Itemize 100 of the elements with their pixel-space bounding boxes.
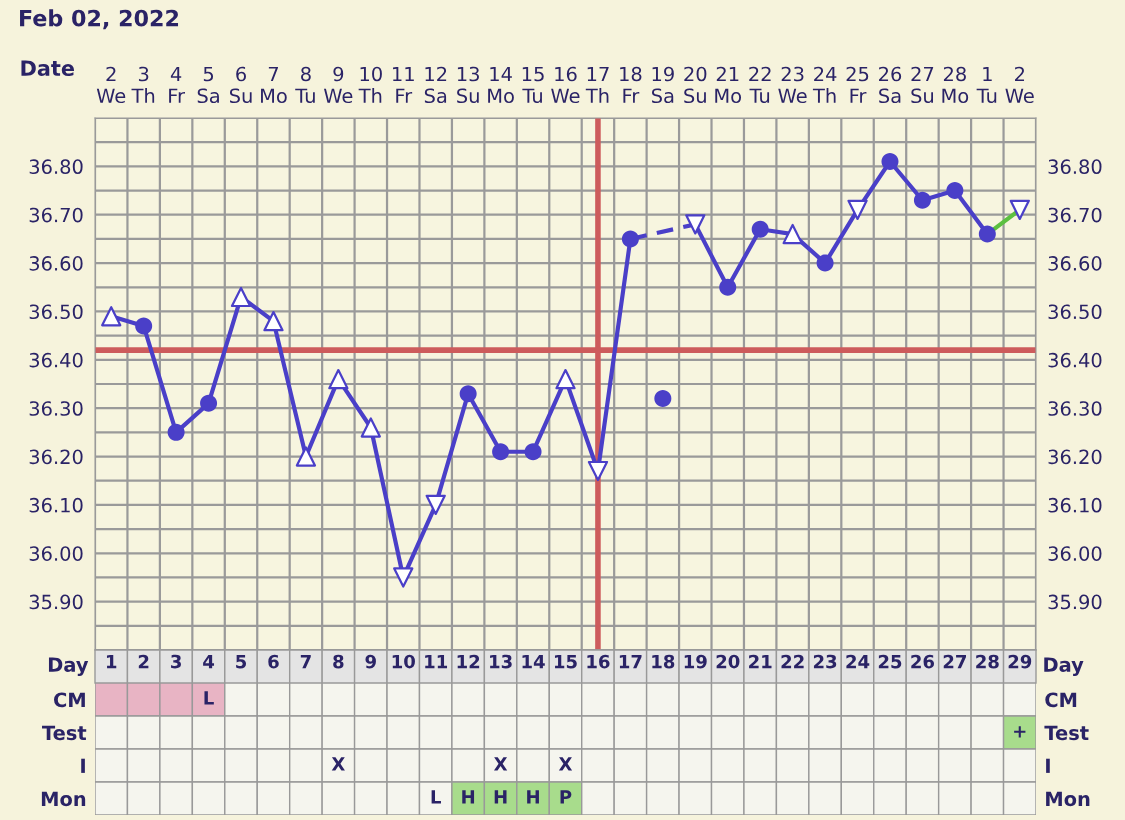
point — [263, 310, 284, 332]
point — [913, 191, 931, 209]
text: H — [462, 790, 475, 804]
x-tick-label: 8 — [333, 654, 344, 669]
y-tick-label: 36.40 — [29, 352, 83, 368]
text: X — [331, 757, 345, 771]
x-tick-label: 14 — [522, 654, 545, 669]
x-tick-label: 1 Tu — [976, 66, 997, 104]
x-tick-label: 17 Th — [585, 66, 609, 103]
x-tick-label: 9 We — [323, 66, 353, 104]
x-tick-label: 7 — [300, 654, 311, 669]
x-tick-label: 6 — [268, 654, 279, 669]
x-tick-label: 21 Mo — [715, 66, 742, 104]
text: Day — [1044, 657, 1084, 676]
x-tick-label: 22 — [781, 654, 804, 669]
x-tick-label: 13 — [490, 654, 512, 669]
point — [135, 317, 153, 335]
point — [621, 230, 639, 248]
y-tick-label: 36.80 — [29, 159, 83, 175]
point — [200, 394, 218, 412]
point — [881, 153, 899, 171]
point — [101, 306, 122, 327]
x-tick-label: 29 — [1008, 654, 1032, 669]
y-tick-label: 36.50 — [29, 304, 83, 320]
x-tick-label: 17 — [619, 654, 642, 669]
y-tick-label: I — [1046, 758, 1050, 773]
x-tick-label: 4 — [203, 654, 215, 669]
x-tick-label: 3 — [171, 654, 181, 669]
x-tick-label: 4 Fr — [169, 66, 186, 103]
point — [587, 460, 609, 482]
point — [1009, 199, 1030, 221]
x-tick-label: 26 Sa — [879, 66, 902, 104]
point — [167, 423, 185, 441]
x-tick-label: 11 Fr — [393, 66, 414, 103]
x-axis-title: Day — [48, 657, 89, 676]
text: L — [204, 691, 214, 705]
y-tick-label: 36.00 — [29, 546, 83, 561]
point — [555, 369, 576, 390]
x-tick-label: 24 Th — [812, 66, 837, 103]
x-tick-label: 7 Mo — [261, 66, 287, 104]
point — [685, 214, 706, 235]
x-tick-label: 18 Fr — [620, 66, 642, 103]
x-tick-label: 9 — [365, 654, 376, 669]
x-tick-label: 24 — [846, 654, 870, 669]
text: H — [494, 790, 507, 804]
x-tick-label: 11 — [425, 654, 448, 669]
x-tick-label: 12 Sa — [424, 66, 447, 104]
x-tick-label: 10 — [392, 654, 415, 669]
x-axis-title: Date — [21, 60, 74, 77]
point — [978, 225, 996, 243]
point — [751, 220, 769, 238]
y-tick-label: Test — [1044, 725, 1089, 741]
point — [816, 254, 834, 272]
x-tick-label: 23 — [813, 654, 837, 669]
x-tick-label: 2 We — [1005, 66, 1034, 104]
point — [782, 223, 803, 245]
point — [524, 443, 542, 461]
chart-title: Feb 02, 2022 — [20, 9, 179, 30]
point — [393, 567, 414, 588]
point — [425, 494, 446, 516]
x-tick-label: 3 Th — [131, 66, 155, 103]
point — [719, 278, 737, 296]
x-tick-label: 25 Fr — [846, 66, 869, 103]
x-tick-label: 13 Su — [457, 66, 479, 104]
point — [295, 446, 317, 467]
point — [946, 182, 964, 200]
x-tick-label: 2 — [138, 654, 149, 669]
x-tick-label: 16 — [587, 654, 610, 669]
y-tick-label: Mon — [1046, 791, 1090, 807]
x-tick-label: 10 Th — [358, 66, 382, 103]
y-tick-label: 35.90 — [29, 594, 83, 610]
x-tick-label: 20 — [716, 654, 740, 669]
x-tick-label: 16 We — [551, 66, 580, 104]
x-tick-label: 8 Tu — [295, 66, 315, 104]
x-tick-label: 15 — [554, 654, 577, 669]
point — [654, 390, 672, 408]
x-tick-label: 23 We — [778, 66, 807, 104]
x-tick-label: 6 Su — [229, 66, 252, 104]
text: H — [527, 790, 539, 804]
text: X — [558, 757, 573, 771]
y-tick-label: 36.20 — [29, 449, 83, 465]
x-tick-label: 5 — [236, 654, 247, 669]
x-tick-label: 15 Tu — [522, 66, 544, 104]
x-tick-label: 20 Su — [684, 66, 707, 104]
x-tick-label: 12 — [457, 654, 480, 669]
point — [230, 286, 252, 308]
x-tick-label: 21 — [749, 654, 772, 669]
x-tick-label: 27 — [943, 654, 967, 669]
x-tick-label: 22 Tu — [749, 66, 771, 104]
point — [492, 443, 510, 461]
y-tick-label: 36.60 — [29, 256, 83, 271]
y-tick-label: 36.10 — [29, 497, 83, 513]
point — [459, 385, 477, 403]
y-tick-label: 36.70 — [29, 207, 83, 223]
x-tick-label: 5 Sa — [197, 66, 219, 104]
x-tick-label: 14 Mo — [488, 66, 514, 104]
x-tick-label: 28 Mo — [942, 66, 969, 104]
text: P — [560, 790, 572, 804]
x-tick-label: 19 Sa — [652, 66, 674, 104]
x-tick-label: 1 — [106, 654, 117, 669]
